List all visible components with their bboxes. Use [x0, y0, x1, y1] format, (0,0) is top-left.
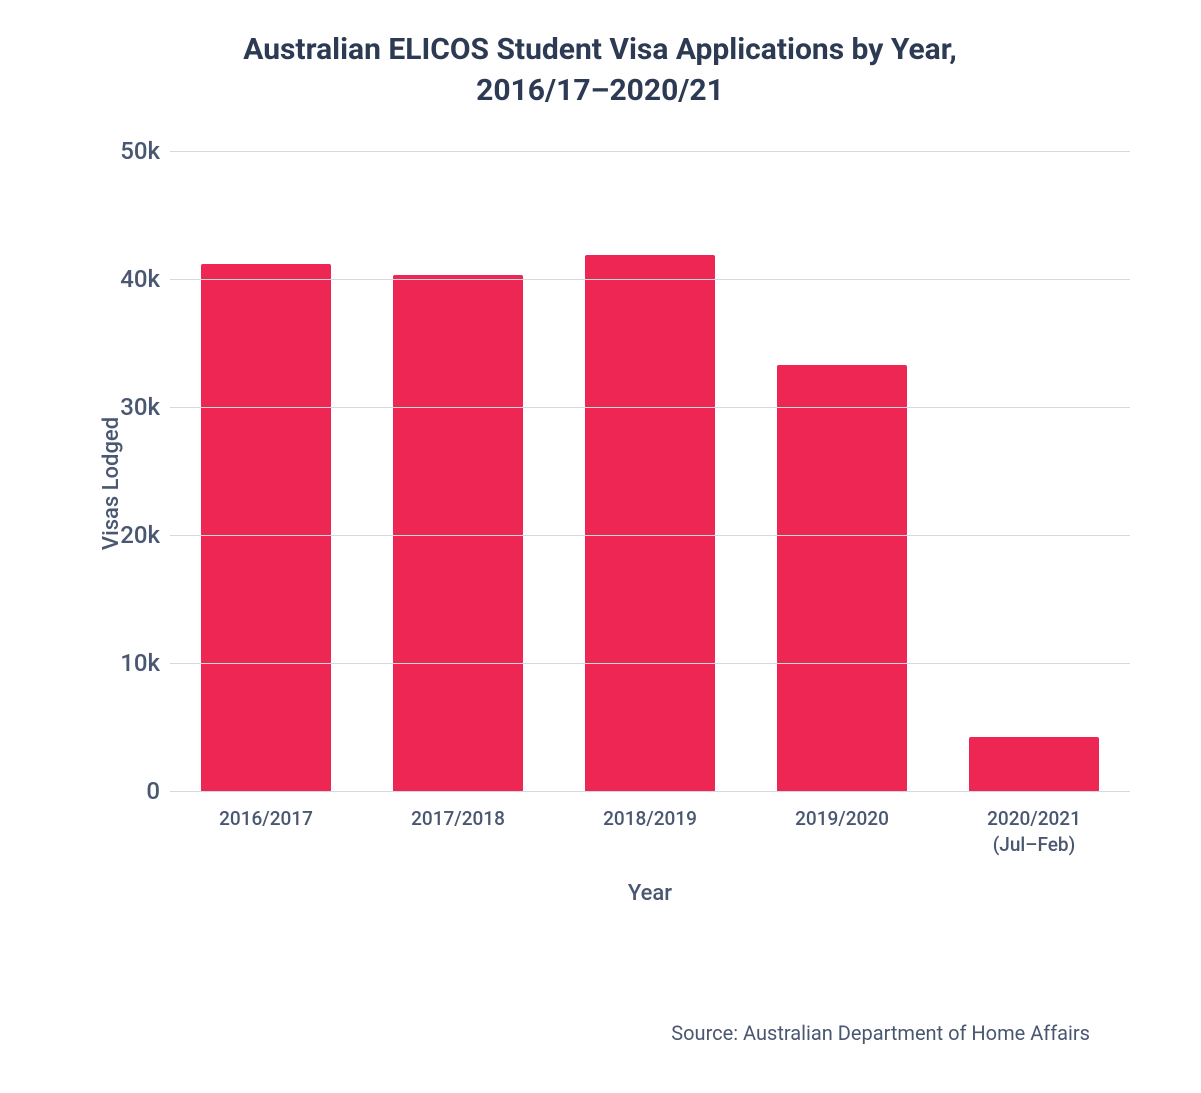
- y-tick-label: 20k: [100, 521, 160, 549]
- bar: [969, 737, 1099, 791]
- x-tick-label: 2020/2021 (Jul–Feb): [938, 806, 1130, 857]
- x-tick-label: 2018/2019: [554, 806, 746, 832]
- x-tick-label: 2016/2017: [170, 806, 362, 832]
- y-tick-label: 10k: [100, 649, 160, 677]
- bar: [777, 365, 907, 791]
- source-note: Source: Australian Department of Home Af…: [671, 1021, 1090, 1045]
- y-tick-label: 0: [100, 777, 160, 805]
- gridline: [170, 791, 1130, 792]
- plot-wrapper: Visas Lodged 010k20k30k40k50k Year 2016/…: [90, 151, 1160, 791]
- x-axis-label: Year: [170, 881, 1130, 906]
- gridline: [170, 535, 1130, 536]
- y-tick-label: 50k: [100, 137, 160, 165]
- bar: [585, 255, 715, 791]
- bars-region: [170, 151, 1130, 791]
- bar-slot: [554, 151, 746, 791]
- x-tick-label: 2017/2018: [362, 806, 554, 832]
- chart-container: Australian ELICOS Student Visa Applicati…: [40, 30, 1160, 1060]
- gridline: [170, 663, 1130, 664]
- x-tick-label: 2019/2020: [746, 806, 938, 832]
- gridline: [170, 407, 1130, 408]
- chart-title: Australian ELICOS Student Visa Applicati…: [40, 30, 1160, 111]
- bar-slot: [938, 151, 1130, 791]
- plot-area: 010k20k30k40k50k: [170, 151, 1130, 791]
- bar: [201, 264, 331, 791]
- bar-slot: [362, 151, 554, 791]
- bar: [393, 275, 523, 791]
- bar-slot: [170, 151, 362, 791]
- y-tick-label: 30k: [100, 393, 160, 421]
- y-tick-label: 40k: [100, 265, 160, 293]
- gridline: [170, 151, 1130, 152]
- bar-slot: [746, 151, 938, 791]
- gridline: [170, 279, 1130, 280]
